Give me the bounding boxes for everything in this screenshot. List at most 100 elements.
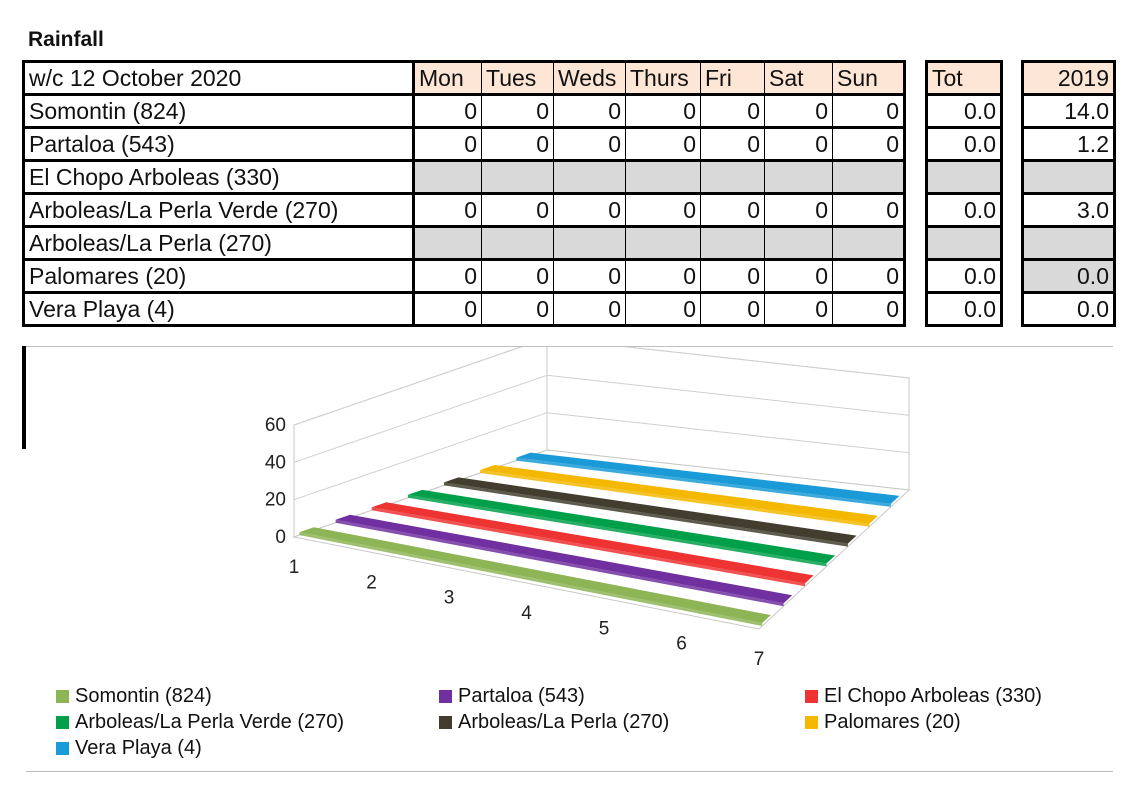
daily-rainfall-cell: 0 bbox=[625, 127, 701, 162]
total-cell: 0.0 bbox=[926, 94, 1002, 129]
daily-rainfall-cell: 0 bbox=[764, 292, 833, 327]
gridline bbox=[293, 374, 910, 463]
day-header-tues: Tues bbox=[481, 61, 554, 96]
daily-rainfall-cell: 0 bbox=[553, 127, 626, 162]
station-name: Partaloa (543) bbox=[23, 127, 415, 162]
daily-rainfall-cell: 0 bbox=[625, 193, 701, 228]
y-tick-label: 60 bbox=[265, 415, 286, 436]
table-row: El Chopo Arboleas (330) bbox=[23, 160, 905, 195]
total-cell: 0.0 bbox=[926, 259, 1002, 294]
empty-cell bbox=[481, 160, 554, 195]
empty-cell bbox=[832, 160, 905, 195]
legend-swatch bbox=[56, 716, 69, 729]
daily-rainfall-cell: 0 bbox=[481, 94, 554, 129]
legend-item: Somontin (824) bbox=[56, 685, 212, 708]
daily-rainfall-cell: 0 bbox=[832, 292, 905, 327]
daily-rainfall-cell: 0 bbox=[553, 259, 626, 294]
legend-swatch bbox=[439, 716, 452, 729]
day-header-mon: Mon bbox=[413, 61, 482, 96]
empty-cell bbox=[832, 226, 905, 261]
legend-item: El Chopo Arboleas (330) bbox=[805, 685, 1042, 708]
daily-rainfall-cell: 0 bbox=[481, 292, 554, 327]
table-row: Arboleas/La Perla Verde (270) 0 0 0 0 0 0 0 bbox=[23, 193, 905, 228]
daily-rainfall-cell: 0 bbox=[700, 259, 765, 294]
series-strip-top bbox=[407, 489, 836, 564]
empty-cell bbox=[625, 160, 701, 195]
year-2019-cell bbox=[1022, 160, 1115, 195]
page-title: Rainfall bbox=[28, 28, 104, 51]
y-tick-label: 40 bbox=[265, 452, 286, 473]
empty-cell bbox=[481, 226, 554, 261]
daily-rainfall-cell: 0 bbox=[764, 259, 833, 294]
series-strip-front bbox=[444, 482, 848, 547]
total-cell bbox=[926, 226, 1002, 261]
series-strip-front bbox=[480, 470, 870, 527]
x-tick-label: 6 bbox=[676, 634, 687, 655]
empty-cell bbox=[700, 226, 765, 261]
station-name: Vera Playa (4) bbox=[23, 292, 415, 327]
year-2019-cell: 3.0 bbox=[1022, 193, 1115, 228]
table-row: Vera Playa (4) 0 0 0 0 0 0 0 bbox=[23, 292, 905, 327]
legend-item: Palomares (20) bbox=[805, 711, 961, 734]
daily-rainfall-cell: 0 bbox=[553, 94, 626, 129]
year-2019-cell: 0.0 bbox=[1022, 259, 1115, 294]
legend-label: Palomares (20) bbox=[824, 711, 961, 733]
x-tick-label: 1 bbox=[289, 557, 300, 578]
legend-label: Vera Playa (4) bbox=[75, 737, 202, 759]
x-tick-label: 3 bbox=[444, 588, 455, 609]
daily-rainfall-cell: 0 bbox=[413, 259, 482, 294]
series-strip-top bbox=[444, 477, 857, 544]
total-cell: 0.0 bbox=[926, 127, 1002, 162]
day-header-sat: Sat bbox=[764, 61, 833, 96]
legend-item: Arboleas/La Perla Verde (270) bbox=[56, 711, 344, 734]
series-strip-top bbox=[480, 465, 878, 524]
legend-swatch bbox=[439, 690, 452, 703]
legend-item: Vera Playa (4) bbox=[56, 737, 202, 760]
year-2019-cell: 1.2 bbox=[1022, 127, 1115, 162]
year-2019-cell: 0.0 bbox=[1022, 292, 1115, 327]
daily-rainfall-cell: 0 bbox=[700, 193, 765, 228]
x-tick-label: 7 bbox=[754, 649, 765, 670]
empty-cell bbox=[553, 226, 626, 261]
y-tick-label: 20 bbox=[265, 490, 286, 511]
legend-swatch bbox=[56, 742, 69, 755]
daily-rainfall-cell: 0 bbox=[832, 127, 905, 162]
year-2019-cell bbox=[1022, 226, 1115, 261]
total-column: Tot 0.0 0.0 0.0 0.0 0.0 bbox=[925, 60, 1003, 327]
legend-swatch bbox=[56, 690, 69, 703]
station-name: El Chopo Arboleas (330) bbox=[23, 160, 415, 195]
daily-rainfall-cell: 0 bbox=[764, 94, 833, 129]
series-strip-top bbox=[335, 514, 793, 604]
daily-rainfall-cell: 0 bbox=[481, 259, 554, 294]
series-strip-front bbox=[516, 457, 891, 507]
daily-rainfall-cell: 0 bbox=[832, 193, 905, 228]
day-header-fri: Fri bbox=[700, 61, 765, 96]
daily-rainfall-cell: 0 bbox=[413, 94, 482, 129]
chart-anchor-bar bbox=[22, 346, 26, 449]
legend-item: Partaloa (543) bbox=[439, 685, 585, 708]
day-header-sun: Sun bbox=[832, 61, 905, 96]
empty-cell bbox=[413, 160, 482, 195]
table-row: Palomares (20) 0 0 0 0 0 0 0 bbox=[23, 259, 905, 294]
series-strip-top bbox=[516, 452, 900, 504]
y-tick-label: 0 bbox=[275, 527, 286, 548]
header-row: w/c 12 October 2020 Mon Tues Weds Thurs … bbox=[23, 61, 905, 96]
year-header: 2019 bbox=[1022, 61, 1115, 96]
daily-rainfall-cell: 0 bbox=[832, 259, 905, 294]
station-name: Arboleas/La Perla (270) bbox=[23, 226, 415, 261]
daily-rainfall-cell: 0 bbox=[413, 127, 482, 162]
x-tick-label: 4 bbox=[521, 603, 532, 624]
empty-cell bbox=[764, 226, 833, 261]
legend-label: El Chopo Arboleas (330) bbox=[824, 685, 1042, 707]
rainfall-3d-chart: 0 20 40 60 1 2 3 4 5 6 7 bbox=[265, 347, 911, 670]
rainfall-table: w/c 12 October 2020 Mon Tues Weds Thurs … bbox=[22, 60, 906, 327]
daily-rainfall-cell: 0 bbox=[764, 127, 833, 162]
daily-rainfall-cell: 0 bbox=[700, 94, 765, 129]
legend-swatch bbox=[805, 690, 818, 703]
total-cell: 0.0 bbox=[926, 193, 1002, 228]
series-strip-front bbox=[299, 532, 763, 626]
year-2019-column: 2019 14.0 1.2 3.0 0.0 0.0 bbox=[1021, 60, 1116, 327]
legend-swatch bbox=[805, 716, 818, 729]
daily-rainfall-cell: 0 bbox=[625, 94, 701, 129]
daily-rainfall-cell: 0 bbox=[625, 292, 701, 327]
